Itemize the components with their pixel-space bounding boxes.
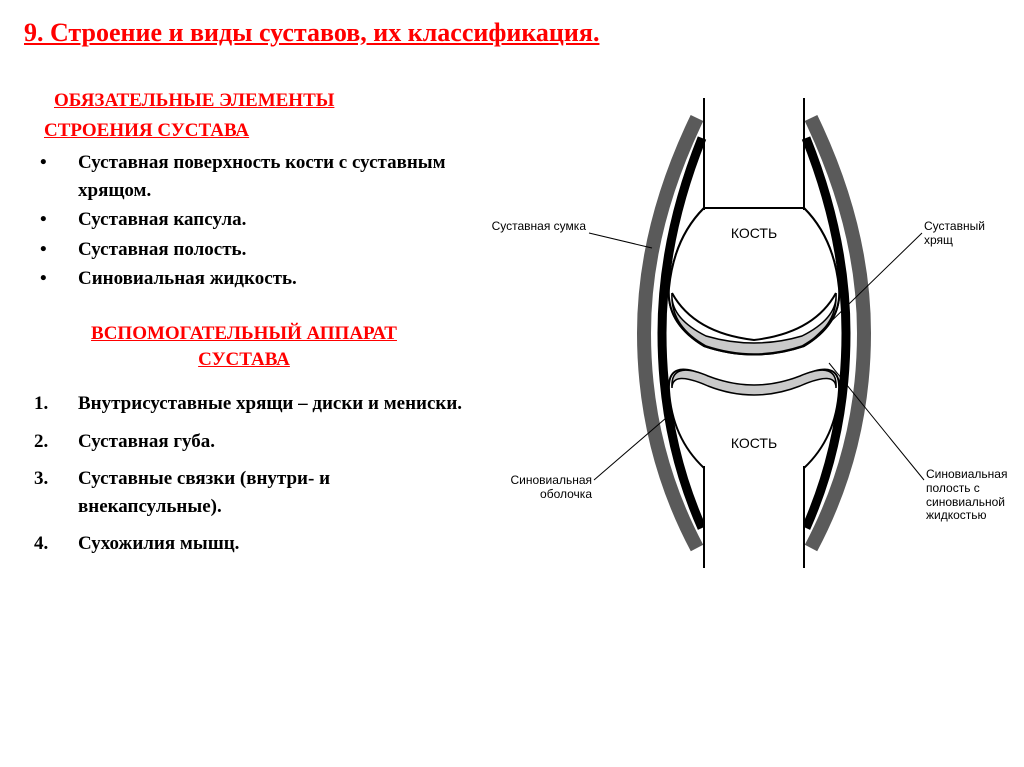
item-number: 3.: [34, 465, 62, 493]
list-item: Суставная капсула.: [34, 206, 464, 234]
diagram-label-bone-bottom: КОСТЬ: [731, 435, 777, 451]
list-item: Синовиальная жидкость.: [34, 265, 464, 293]
item-text: Внутрисуставные хрящи – диски и мениски.: [78, 393, 462, 414]
section1-heading-line2: СТРОЕНИЯ СУСТАВА: [24, 118, 464, 144]
diagram-label-membrane-text: Синовиальная оболочка: [511, 473, 592, 501]
item-number: 4.: [34, 530, 62, 558]
section1-heading-line1: ОБЯЗАТЕЛЬНЫЕ ЭЛЕМЕНТЫ: [24, 88, 464, 114]
left-column: ОБЯЗАТЕЛЬНЫЕ ЭЛЕМЕНТЫ СТРОЕНИЯ СУСТАВА С…: [24, 88, 464, 568]
list-item: 1. Внутрисуставные хрящи – диски и менис…: [34, 390, 464, 418]
joint-diagram: КОСТЬ КОСТЬ Суставная сумка Суставный хр…: [494, 88, 1014, 588]
right-column: КОСТЬ КОСТЬ Суставная сумка Суставный хр…: [484, 88, 1000, 568]
list-item: 2. Суставная губа.: [34, 428, 464, 456]
auxiliary-apparatus-list: 1. Внутрисуставные хрящи – диски и менис…: [24, 390, 464, 558]
content-row: ОБЯЗАТЕЛЬНЫЕ ЭЛЕМЕНТЫ СТРОЕНИЯ СУСТАВА С…: [24, 88, 1000, 568]
diagram-label-bag: Суставная сумка: [490, 220, 586, 234]
section2-heading: ВСПОМОГАТЕЛЬНЫЙ АППАРАТ СУСТАВА: [24, 321, 464, 372]
item-text: Сухожилия мышц.: [78, 533, 239, 554]
item-text: Суставная губа.: [78, 431, 215, 452]
list-item: Суставная поверхность кости с суставным …: [34, 149, 464, 204]
list-item: 4. Сухожилия мышц.: [34, 530, 464, 558]
item-number: 1.: [34, 390, 62, 418]
item-text-pre: Суставные связки: [78, 468, 240, 489]
diagram-label-cavity-line1: Синовиальная полость с: [926, 467, 1007, 495]
section2-heading-line1: ВСПОМОГАТЕЛЬНЫЙ АППАРАТ: [91, 323, 397, 344]
page-title: 9. Строение и виды суставов, их классифи…: [24, 18, 1000, 48]
diagram-label-membrane: Синовиальная оболочка: [510, 474, 592, 502]
diagram-label-cavity: Синовиальная полость с синовиальной жидк…: [926, 468, 1014, 523]
list-item: 3. Суставные связки (внутри- и внекапсул…: [34, 465, 464, 520]
diagram-label-cartilage: Суставный хрящ: [924, 220, 1014, 248]
diagram-label-bone-top: КОСТЬ: [731, 225, 777, 241]
section2-heading-line2: СУСТАВА: [198, 349, 290, 370]
mandatory-elements-list: Суставная поверхность кости с суставным …: [24, 149, 464, 293]
diagram-label-cavity-line2: синовиальной жидкостью: [926, 495, 1005, 523]
item-number: 2.: [34, 428, 62, 456]
list-item: Суставная полость.: [34, 236, 464, 264]
